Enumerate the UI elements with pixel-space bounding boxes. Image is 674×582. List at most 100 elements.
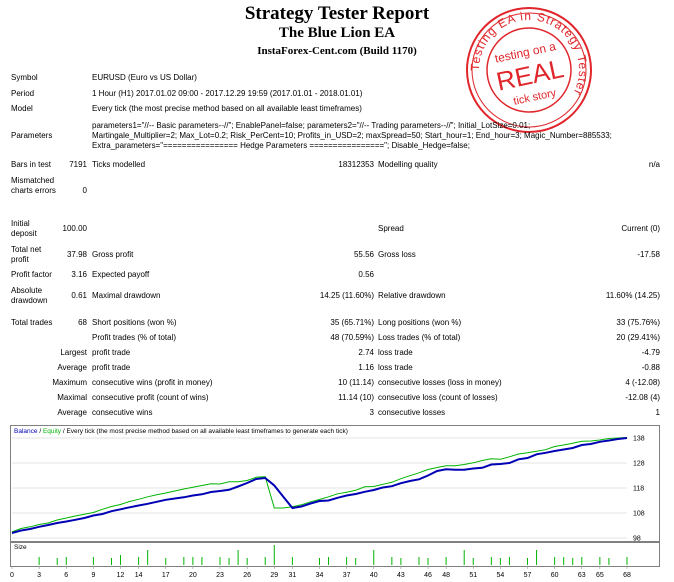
- x-tick-label: 29: [270, 572, 278, 579]
- size-chart: Size 0 3 6 9 12 14 17 20 23 26 29 31 34 37 40 43 46 48 51 5…: [10, 542, 660, 579]
- maximal-consecutive-loss-label: consecutive loss (count of losses): [378, 393, 498, 402]
- maximum-label: Maximum: [52, 378, 87, 387]
- equity-series-line: [11, 437, 628, 533]
- largest-label: Largest: [60, 348, 87, 357]
- spread-label: Spread: [378, 224, 404, 233]
- total-trades-value: 68: [78, 318, 87, 327]
- max-consecutive-losses-value: 4 (-12.08): [625, 378, 660, 387]
- average-consecutive-wins-value: 3: [369, 408, 374, 417]
- profit-factor-value: 3.16: [71, 270, 87, 279]
- max-consecutive-losses-label: consecutive losses (loss in money): [378, 378, 502, 387]
- average-label: Average: [57, 363, 87, 372]
- loss-trades-label: Loss trades (% of total): [378, 333, 461, 342]
- expected-payoff-value: 0.56: [358, 270, 374, 279]
- deposit-value: 100.00: [62, 224, 87, 233]
- average-consecutive-losses-label: consecutive losses: [378, 408, 446, 417]
- x-tick-label: 0: [10, 572, 14, 579]
- period-label: Period: [11, 89, 35, 98]
- parameters-line2: Martingale_Multiplier=2; Max_Lot=0.2; Ri…: [92, 131, 612, 140]
- modelling-quality-label: Modelling quality: [378, 160, 438, 169]
- gross-profit-value: 55.56: [353, 250, 374, 259]
- x-tick-label: 17: [162, 572, 170, 579]
- net-profit-label: Total net profit: [11, 245, 42, 264]
- x-tick-label: 46: [424, 572, 432, 579]
- average-loss-trade-label: loss trade: [378, 363, 413, 372]
- ea-name: The Blue Lion EA: [278, 25, 396, 41]
- mismatched-value: 0: [82, 186, 87, 195]
- x-tick-label: 43: [397, 572, 405, 579]
- x-tick-label: 31: [288, 572, 296, 579]
- maximal-drawdown-label: Maximal drawdown: [92, 291, 161, 300]
- average-profit-trade-label: profit trade: [92, 363, 131, 372]
- y-tick-label: 118: [633, 486, 644, 493]
- balance-equity-chart: 98 108 118 128 138 Balance / Equity / Every …: [10, 425, 660, 542]
- short-positions-label: Short positions (won %): [92, 318, 177, 327]
- average-consecutive-losses-value: 1: [655, 408, 660, 417]
- chart-legend: Balance / Equity / Every tick (the most …: [14, 428, 348, 435]
- modelling-quality-value: n/a: [648, 160, 660, 169]
- relative-drawdown-value: 11.60% (14.25): [605, 291, 660, 300]
- long-positions-label: Long positions (won %): [378, 318, 462, 327]
- max-consecutive-wins-value: 10 (11.14): [338, 378, 374, 387]
- maximal-consecutive-loss-value: -12.08 (4): [625, 393, 660, 402]
- average-consecutive-label: Average: [57, 408, 87, 417]
- ticks-label: Ticks modelled: [92, 160, 146, 169]
- average-profit-trade-value: 1.16: [358, 363, 374, 372]
- average-consecutive-wins-label: consecutive wins: [92, 408, 153, 417]
- largest-loss-trade-value: -4.79: [641, 348, 660, 357]
- short-positions-value: 35 (65.71%): [330, 318, 374, 327]
- legend-description: / Every tick (the most precise method ba…: [63, 428, 348, 435]
- x-tick-label: 23: [216, 572, 224, 579]
- profit-trades-label: Profit trades (% of total): [92, 333, 177, 342]
- x-tick-label: 9: [91, 572, 95, 579]
- ticks-value: 18312353: [338, 160, 374, 169]
- report-title: Strategy Tester Report: [244, 3, 430, 24]
- x-tick-label: 34: [316, 572, 324, 579]
- absolute-drawdown-label: Absolute drawdown: [11, 286, 48, 305]
- x-tick-label: 51: [469, 572, 477, 579]
- x-tick-label: 57: [524, 572, 532, 579]
- parameters-line3: Extra_parameters="================ Hedge…: [92, 141, 470, 150]
- x-tick-label: 6: [64, 572, 68, 579]
- max-consecutive-wins-label: consecutive wins (profit in money): [92, 378, 213, 387]
- relative-drawdown-label: Relative drawdown: [378, 291, 446, 300]
- parameters-label: Parameters: [11, 131, 53, 140]
- spread-value: Current (0): [621, 224, 660, 233]
- x-tick-label: 63: [578, 572, 586, 579]
- maximal-drawdown-value: 14.25 (11.60%): [319, 291, 374, 300]
- maximal-label: Maximal: [57, 393, 87, 402]
- balance-series-line: [11, 437, 628, 534]
- loss-trades-value: 20 (29.41%): [616, 333, 660, 342]
- x-tick-label: 54: [496, 572, 504, 579]
- x-tick-label: 12: [117, 572, 125, 579]
- absolute-drawdown-value: 0.61: [71, 291, 87, 300]
- y-tick-label: 138: [633, 436, 645, 443]
- x-tick-label: 20: [189, 572, 197, 579]
- y-tick-label: 128: [633, 461, 645, 468]
- largest-loss-trade-label: loss trade: [378, 348, 413, 357]
- real-tick-stamp-logo: Testing EA in Strategy Tester testing on…: [463, 4, 595, 133]
- x-tick-label: 68: [623, 572, 631, 579]
- size-label: Size: [14, 544, 27, 551]
- x-tick-label: 48: [442, 572, 450, 579]
- x-tick-label: 14: [135, 572, 143, 579]
- bars-value: 7191: [69, 160, 87, 169]
- maximal-consecutive-profit-value: 11.14 (10): [338, 393, 374, 402]
- profit-trades-value: 48 (70.59%): [330, 333, 374, 342]
- x-tick-label: 3: [37, 572, 41, 579]
- x-tick-label: 60: [551, 572, 559, 579]
- parameters-line1: parameters1="//-- Basic parameters--//";…: [92, 121, 531, 130]
- legend-balance: Balance: [14, 428, 38, 435]
- y-tick-label: 98: [633, 536, 641, 543]
- largest-profit-trade-value: 2.74: [358, 348, 374, 357]
- y-tick-label: 108: [633, 511, 645, 518]
- mismatched-label: Mismatched charts errors: [11, 176, 56, 195]
- net-profit-value: 37.98: [66, 250, 87, 259]
- symbol-value: EURUSD (Euro vs US Dollar): [92, 73, 197, 82]
- long-positions-value: 33 (75.76%): [616, 318, 660, 327]
- legend-equity: Equity: [43, 428, 62, 435]
- x-tick-label: 26: [243, 572, 251, 579]
- bars-label: Bars in test: [11, 160, 52, 169]
- x-tick-label: 40: [370, 572, 378, 579]
- gross-profit-label: Gross profit: [92, 250, 134, 259]
